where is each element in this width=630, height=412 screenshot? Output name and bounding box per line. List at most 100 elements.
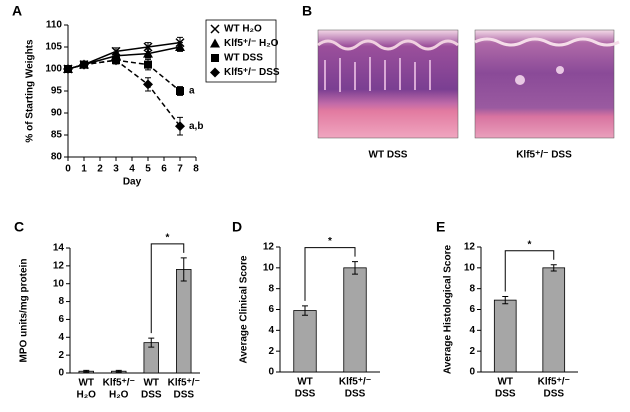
error-bar [302,305,308,316]
x-axis-label: Day [123,177,142,188]
y-axis-label: Average Clinical Score [239,255,250,363]
legend-label: Klf5⁺/⁻ DSS [224,67,280,78]
bar [493,299,517,373]
panel-letter: A [12,3,22,19]
x-tick-label: Klf5⁺/⁻ [103,378,135,389]
y-tick-label: 105 [45,42,62,53]
y-tick-label: 10 [263,262,275,273]
x-tick-label: DSS [543,389,564,400]
annotation: a [189,86,195,97]
x-tick-label: Klf5⁺/⁻ [168,378,200,389]
bar [176,269,192,374]
y-tick-label: 2 [469,346,475,357]
significance-bracket [150,243,185,334]
y-tick-label: 90 [51,108,63,119]
x-tick-label: 3 [113,164,119,175]
legend-marker [211,54,219,62]
error-bar [115,369,122,373]
x-tick-label: 4 [129,164,135,175]
x-tick-label: WT [297,377,313,388]
x-tick-label: Klf5⁺/⁻ [538,377,570,388]
significance-label: * [528,239,532,250]
error-bar [352,261,358,275]
x-tick-label: H₂O [77,390,97,401]
y-tick-label: 8 [469,283,475,294]
annotation: a,b [189,121,203,132]
error-bar [502,295,509,305]
significance-label: * [328,236,332,247]
x-tick-label: DSS [495,389,516,400]
y-tick-label: 10 [53,278,65,289]
x-tick-label: H₂O [109,390,129,401]
histology-image [317,29,459,139]
x-tick-label: 7 [177,164,183,175]
y-axis-label: % of Starting Weights [25,39,36,143]
marker [63,64,73,74]
y-tick-label: 12 [464,242,476,253]
legend-label: Klf5⁺/⁻ H₂O [224,38,279,49]
y-tick-label: 14 [53,243,65,254]
x-tick-label: Klf5⁺/⁻ [339,377,371,388]
marker [176,87,184,95]
y-axis-label: MPO units/mg protein [19,259,30,363]
x-tick-label: DSS [173,390,194,401]
x-tick-label: DSS [345,389,366,400]
y-tick-label: 4 [268,325,274,336]
x-tick-label: WT [78,378,94,389]
error-bar [148,337,155,348]
panel-letter: D [232,219,242,235]
y-tick-label: 0 [58,368,64,379]
marker [143,79,153,90]
error-bar [550,264,557,272]
legend-marker [210,67,220,78]
y-tick-label: 6 [469,304,475,315]
bar [542,267,566,373]
image-caption: WT DSS [369,150,408,161]
x-tick-label: 1 [81,164,87,175]
y-tick-label: 80 [51,152,63,163]
y-axis-label: Average Histological Score [443,245,454,375]
x-tick-label: 6 [161,164,167,175]
significance-label: * [166,232,170,243]
panel-letter: E [436,219,445,235]
panel-letter: B [302,3,312,19]
significance-bracket [504,250,555,292]
y-tick-label: 0 [268,367,274,378]
x-tick-label: 2 [97,164,103,175]
histology-image [474,29,620,139]
x-tick-label: WT [143,378,159,389]
legend-label: WT H₂O [224,24,262,35]
y-tick-label: 0 [469,367,475,378]
x-tick-label: 0 [65,164,71,175]
legend-label: WT DSS [224,53,263,64]
y-tick-label: 95 [51,86,63,97]
error-bar [180,257,187,282]
y-tick-label: 6 [268,304,274,315]
y-tick-label: 85 [51,130,63,141]
marker [111,55,121,66]
marker [175,121,185,132]
y-tick-label: 8 [58,296,64,307]
legend-marker [210,38,220,48]
bar [293,310,317,373]
y-tick-label: 10 [464,262,476,273]
y-tick-label: 6 [58,314,64,325]
significance-bracket [304,247,356,301]
image-caption: Klf5⁺/⁻ DSS [516,150,572,161]
y-tick-label: 12 [53,260,65,271]
y-tick-label: 4 [58,332,64,343]
y-tick-label: 12 [263,242,275,253]
x-tick-label: 8 [193,164,199,175]
y-tick-label: 4 [469,325,475,336]
y-tick-label: 8 [268,283,274,294]
y-tick-label: 100 [45,64,62,75]
x-tick-label: 5 [145,164,151,175]
y-tick-label: 110 [46,20,63,31]
bar [343,267,367,373]
x-tick-label: DSS [141,390,162,401]
marker [143,48,153,58]
marker [144,60,152,69]
error-bar [83,369,90,373]
legend-marker [210,24,220,34]
